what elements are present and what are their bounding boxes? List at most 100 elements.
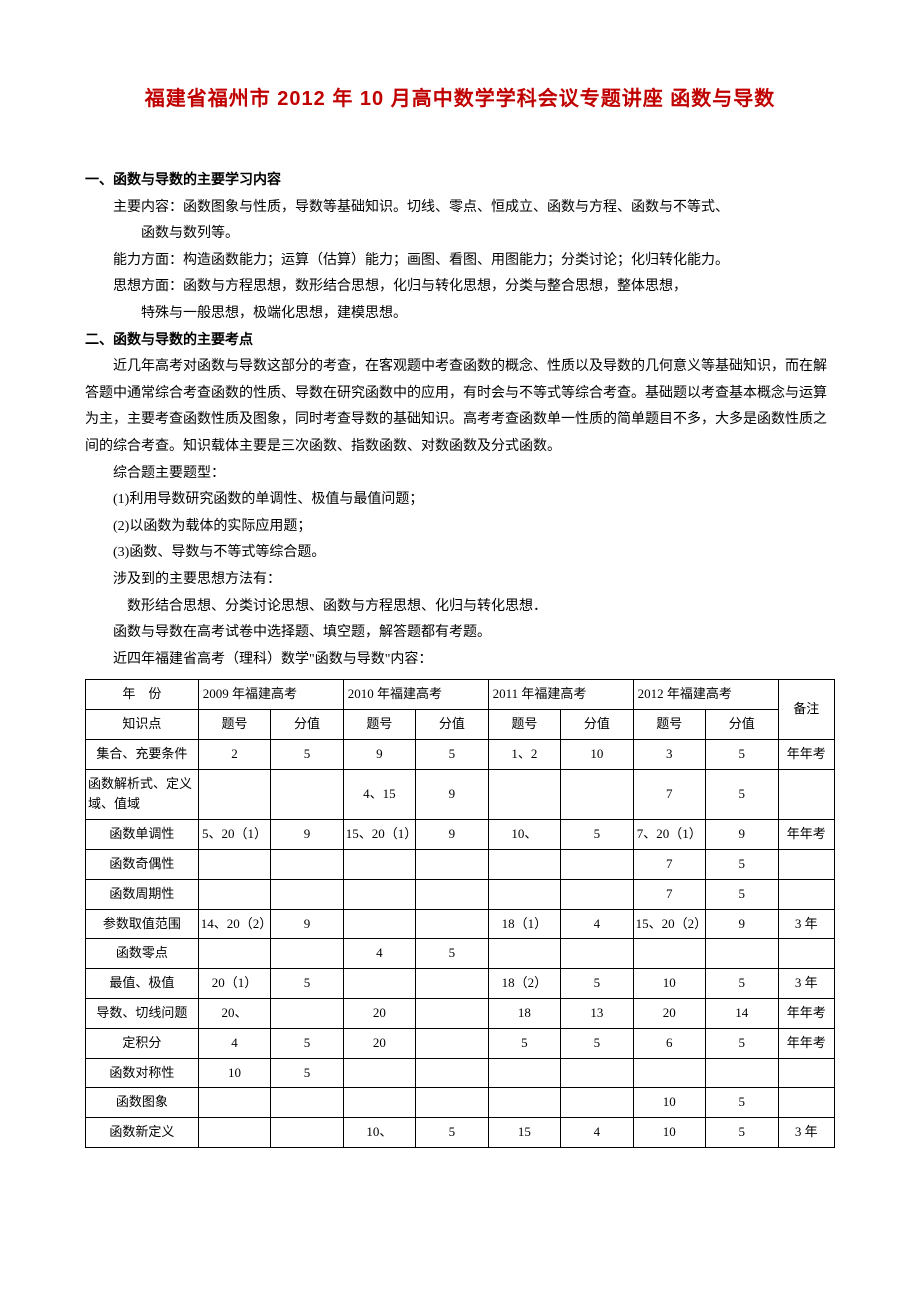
table-row: 函数零点45 [86,939,835,969]
cell-value [561,1058,633,1088]
table-row: 函数图象105 [86,1088,835,1118]
section2-para: 涉及到的主要思想方法有： [85,567,835,594]
cell-value: 5 [271,1058,343,1088]
cell-value: 4、15 [343,769,415,820]
cell-value [198,939,270,969]
cell-topic: 函数奇偶性 [86,850,199,880]
cell-value [416,850,488,880]
cell-value: 20 [633,999,705,1029]
th-2011: 2011 年福建高考 [488,680,633,710]
cell-topic: 函数单调性 [86,820,199,850]
cell-value [416,1028,488,1058]
page-title: 福建省福州市 2012 年 10 月高中数学学科会议专题讲座 函数与导数 [85,80,835,118]
cell-note [778,939,835,969]
cell-value: 5 [416,1118,488,1148]
section1-line: 特殊与一般思想，极端化思想，建模思想。 [85,301,835,328]
cell-value: 5、20（1） [198,820,270,850]
cell-value [416,969,488,999]
cell-value: 10 [633,1118,705,1148]
cell-value [488,1058,560,1088]
cell-value [416,999,488,1029]
cell-value [343,969,415,999]
cell-value [561,769,633,820]
cell-value: 10 [633,1088,705,1118]
cell-value [416,879,488,909]
cell-value: 7、20（1） [633,820,705,850]
cell-value: 9 [706,909,778,939]
cell-value [706,1058,778,1088]
cell-value: 20、 [198,999,270,1029]
cell-value: 9 [271,909,343,939]
th-note: 备注 [778,680,835,740]
section-2: 二、函数与导数的主要考点 近几年高考对函数与导数这部分的考查，在客观题中考查函数… [85,328,835,674]
content-table: 年 份 2009 年福建高考 2010 年福建高考 2011 年福建高考 201… [85,679,835,1148]
cell-value [561,879,633,909]
cell-value: 20 [343,999,415,1029]
cell-value: 13 [561,999,633,1029]
cell-value: 7 [633,850,705,880]
th-score: 分值 [416,710,488,740]
cell-value: 10 [561,739,633,769]
cell-value [488,939,560,969]
cell-note: 年年考 [778,739,835,769]
cell-value [561,1088,633,1118]
cell-value [198,1118,270,1148]
cell-value: 5 [561,969,633,999]
cell-value [271,850,343,880]
cell-value [343,879,415,909]
cell-value: 15、20（2） [633,909,705,939]
cell-topic: 函数零点 [86,939,199,969]
cell-value [488,879,560,909]
cell-value [271,1088,343,1118]
section2-head: 二、函数与导数的主要考点 [85,328,835,355]
cell-value [198,1088,270,1118]
cell-note [778,1058,835,1088]
cell-value: 3 [633,739,705,769]
th-year: 年 份 [86,680,199,710]
cell-topic: 函数周期性 [86,879,199,909]
table-row: 参数取值范围14、20（2）918（1）415、20（2）93 年 [86,909,835,939]
section2-bullet: (2)以函数为载体的实际应用题； [85,514,835,541]
cell-topic: 集合、充要条件 [86,739,199,769]
cell-value: 5 [561,1028,633,1058]
cell-value [416,909,488,939]
table-row: 导数、切线问题20、2018132014年年考 [86,999,835,1029]
cell-value: 10、 [343,1118,415,1148]
table-row: 函数单调性5、20（1）915、20（1）910、57、20（1）9年年考 [86,820,835,850]
th-2010: 2010 年福建高考 [343,680,488,710]
section2-para: 近几年高考对函数与导数这部分的考查，在客观题中考查函数的概念、性质以及导数的几何… [85,354,835,460]
section2-para: 近四年福建省高考（理科）数学"函数与导数"内容： [85,647,835,674]
cell-note [778,850,835,880]
cell-value: 10、 [488,820,560,850]
cell-value [198,769,270,820]
cell-value: 4 [561,1118,633,1148]
cell-value: 20 [343,1028,415,1058]
cell-value [488,1088,560,1118]
cell-topic: 参数取值范围 [86,909,199,939]
th-qno: 题号 [343,710,415,740]
th-score: 分值 [706,710,778,740]
section2-bullet: (1)利用导数研究函数的单调性、极值与最值问题； [85,487,835,514]
cell-topic: 最值、极值 [86,969,199,999]
cell-note: 年年考 [778,1028,835,1058]
cell-value: 10 [198,1058,270,1088]
cell-value: 5 [706,739,778,769]
section1-line: 函数与数列等。 [85,221,835,248]
cell-value: 5 [488,1028,560,1058]
cell-value [633,1058,705,1088]
cell-value [198,879,270,909]
cell-value [561,939,633,969]
cell-value [561,850,633,880]
cell-value [343,909,415,939]
cell-value: 9 [271,820,343,850]
cell-value [706,939,778,969]
cell-topic: 函数图象 [86,1088,199,1118]
cell-value: 5 [706,850,778,880]
cell-value: 15 [488,1118,560,1148]
table-row: 函数新定义10、51541053 年 [86,1118,835,1148]
table-row: 最值、极值20（1）518（2）51053 年 [86,969,835,999]
cell-value: 5 [271,1028,343,1058]
cell-value: 5 [416,739,488,769]
section1-line: 主要内容：函数图象与性质，导数等基础知识。切线、零点、恒成立、函数与方程、函数与… [85,195,835,222]
table-row: 集合、充要条件25951、21035年年考 [86,739,835,769]
